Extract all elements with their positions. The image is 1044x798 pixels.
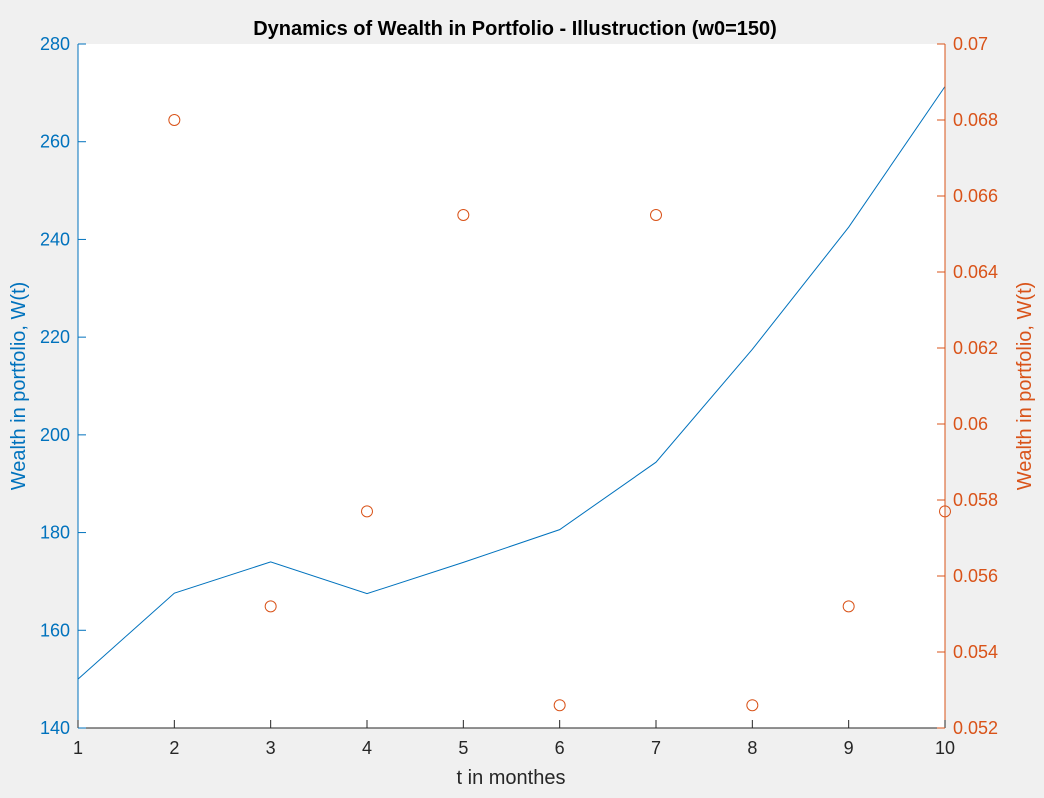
scatter-point [746, 699, 759, 712]
left-y-tick-label: 140 [40, 718, 70, 738]
right-y-tick-label: 0.066 [953, 186, 998, 206]
x-tick-label: 6 [555, 738, 565, 758]
right-y-tick-label: 0.062 [953, 338, 998, 358]
x-tick-label: 9 [844, 738, 854, 758]
right-y-tick-label: 0.06 [953, 414, 988, 434]
scatter-point [264, 600, 277, 613]
left-y-tick-label: 200 [40, 425, 70, 445]
left-y-axis-label: Wealth in portfolio, W(t) [8, 282, 30, 491]
right-y-tick-label: 0.068 [953, 110, 998, 130]
x-tick-label: 1 [73, 738, 83, 758]
scatter-point [168, 114, 181, 126]
right-y-tick-label: 0.052 [953, 718, 998, 738]
left-y-tick-label: 260 [40, 132, 70, 152]
x-tick-label: 8 [747, 738, 757, 758]
plot-area [78, 44, 945, 728]
right-y-tick-label: 0.064 [953, 262, 998, 282]
left-y-tick-label: 160 [40, 620, 70, 640]
x-tick-label: 4 [362, 738, 372, 758]
left-y-tick-label: 180 [40, 523, 70, 543]
left-y-tick-label: 240 [40, 229, 70, 249]
scatter-point [361, 505, 373, 518]
x-tick-label: 2 [169, 738, 179, 758]
scatter-point [457, 209, 470, 221]
x-tick-label: 7 [651, 738, 661, 758]
x-tick-label: 10 [935, 738, 955, 758]
x-axis-label: t in monthes [457, 767, 566, 789]
left-y-tick-label: 220 [40, 327, 70, 347]
right-y-tick-label: 0.056 [953, 566, 998, 586]
wealth-line-series [77, 86, 946, 680]
ticks: 1 2 3 4 5 6 7 8 9 10 140 160 180 200 220 240 260 280 0.052… [40, 34, 998, 758]
scatter-point [553, 699, 566, 712]
scatter-point [650, 209, 662, 221]
left-series-layer [77, 86, 946, 680]
chart-title: Dynamics of Wealth in Portfolio - Illust… [253, 18, 777, 40]
scatter-point [842, 600, 855, 613]
right-y-tick-label: 0.054 [953, 642, 998, 662]
right-y-axis-label: Wealth in portfolio, W(t) [1014, 282, 1036, 491]
x-tick-label: 5 [458, 738, 468, 758]
right-y-tick-label: 0.07 [953, 34, 988, 54]
right-y-tick-label: 0.058 [953, 490, 998, 510]
axes [77, 44, 946, 729]
left-y-tick-label: 280 [40, 34, 70, 54]
x-tick-label: 3 [266, 738, 276, 758]
